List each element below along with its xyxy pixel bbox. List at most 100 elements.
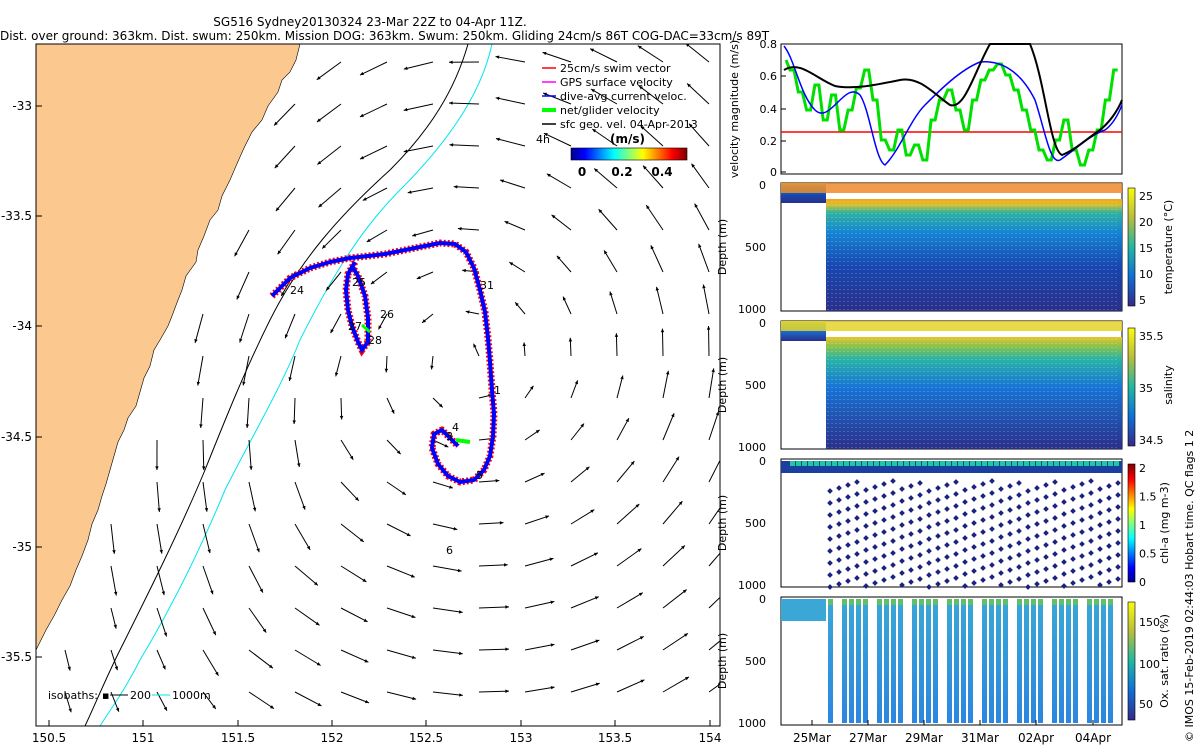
depth-tick-label: 0: [759, 317, 766, 330]
current-arrow: [685, 44, 710, 63]
chla-point: [1115, 540, 1121, 546]
oxygen-surface-point: [1073, 599, 1078, 605]
current-arrow: [340, 691, 370, 704]
chla-point: [1016, 516, 1022, 522]
oxygen-surface-point: [947, 599, 952, 605]
chla-point: [953, 503, 959, 509]
current-arrow: [242, 355, 250, 386]
track-day-label: 4: [452, 421, 459, 434]
current-arrow: [202, 523, 211, 554]
chla-surface-point: [1066, 461, 1071, 466]
oxygen-surface-point: [1024, 599, 1029, 605]
current-arrow: [318, 187, 342, 208]
current-arrow: [294, 649, 321, 666]
net-glider-velocity: [361, 323, 371, 334]
current-arrow-head: [542, 51, 547, 56]
chla-point: [872, 556, 878, 562]
chla-point: [989, 502, 995, 508]
chla-point: [899, 510, 905, 516]
current-arrow-head: [403, 66, 408, 70]
current-arrow-head: [274, 121, 278, 126]
current-arrow: [570, 639, 600, 651]
current-arrow-head: [620, 375, 624, 380]
current-arrow: [708, 507, 720, 525]
chla-point: [1097, 582, 1103, 588]
current-arrow-head: [660, 328, 665, 333]
chla-point: [872, 484, 878, 490]
current-arrow-head: [422, 319, 426, 323]
current-arrow: [616, 375, 624, 399]
chla-surface-point: [970, 461, 975, 466]
map-x-tick-label: 151.5: [221, 731, 255, 745]
current-arrow-head: [396, 450, 401, 455]
chla-surface-point: [928, 461, 933, 466]
chla-point: [854, 503, 860, 509]
current-arrow: [616, 679, 645, 693]
map-axes: 150.5 151 151.5 152 152.5 153 153.5 154-33-33.5…: [1, 99, 722, 745]
chla-surface-point: [832, 461, 837, 466]
chla-surface-point: [1018, 461, 1023, 466]
current-arrow-head: [495, 96, 500, 101]
current-arrow: [248, 607, 267, 633]
current-arrow: [248, 565, 264, 593]
chla-point: [863, 535, 869, 541]
current-arrow: [642, 165, 664, 189]
current-arrow-head: [112, 550, 116, 554]
chla-point: [845, 482, 851, 488]
current-arrow-head: [204, 507, 209, 512]
section-field: [826, 199, 1122, 311]
chla-point: [881, 577, 887, 583]
chla-point: [1115, 504, 1121, 510]
current-arrow: [197, 355, 204, 386]
current-arrow: [616, 635, 644, 651]
section-field: [826, 337, 1122, 449]
chla-point: [998, 582, 1004, 588]
chla-point: [908, 579, 914, 585]
current-arrow: [478, 606, 509, 609]
oxygen-panel: 0 500 1000 Depth (m) Ox. sat. ratio (%)150 10…: [716, 593, 1171, 730]
current-arrow: [637, 45, 664, 63]
current-arrow: [403, 61, 434, 70]
chla-point: [881, 493, 887, 499]
chla-point: [1034, 533, 1040, 539]
current-arrow: [403, 103, 434, 111]
current-arrow: [407, 187, 434, 194]
current-arrow: [202, 649, 219, 676]
current-arrow: [543, 132, 572, 147]
current-arrow: [316, 61, 342, 81]
current-arrow-head: [163, 632, 168, 637]
chla-point: [926, 560, 932, 566]
chla-point: [908, 507, 914, 513]
chla-point: [836, 521, 842, 527]
current-arrow: [524, 686, 555, 693]
chla-surface-point: [1036, 461, 1041, 466]
current-arrow-head: [473, 343, 477, 348]
oxygen-profile: [1101, 599, 1106, 723]
current-arrow-head: [163, 706, 167, 711]
chla-surface-point: [1102, 461, 1107, 466]
current-arrow: [688, 123, 710, 147]
colorbar-tick-label: 50: [1139, 698, 1153, 711]
current-arrow-head: [698, 243, 702, 248]
chla-surface-point: [1000, 461, 1005, 466]
velocity-y-tick-label: 0.4: [760, 103, 778, 116]
current-arrow: [386, 523, 411, 537]
current-arrow-head: [339, 415, 344, 420]
current-arrow: [570, 466, 590, 483]
chla-point: [1025, 560, 1031, 566]
oxygen-surface-point: [1003, 599, 1008, 605]
chla-point: [971, 544, 977, 550]
current-arrow-head: [215, 671, 219, 676]
current-arrow-head: [495, 479, 500, 483]
current-arrow-head: [678, 501, 683, 506]
current-arrow: [662, 500, 683, 525]
chla-point: [998, 558, 1004, 564]
current-arrow-head: [637, 45, 642, 50]
chla-point: [836, 569, 842, 575]
current-arrow-head: [162, 665, 166, 670]
dive-avg-track-loop: [343, 260, 370, 354]
colorbar-axis-label: Ox. sat. ratio (%): [1158, 614, 1171, 708]
chla-point: [899, 498, 905, 504]
chla-point: [1016, 540, 1022, 546]
chla-point: [944, 554, 950, 560]
